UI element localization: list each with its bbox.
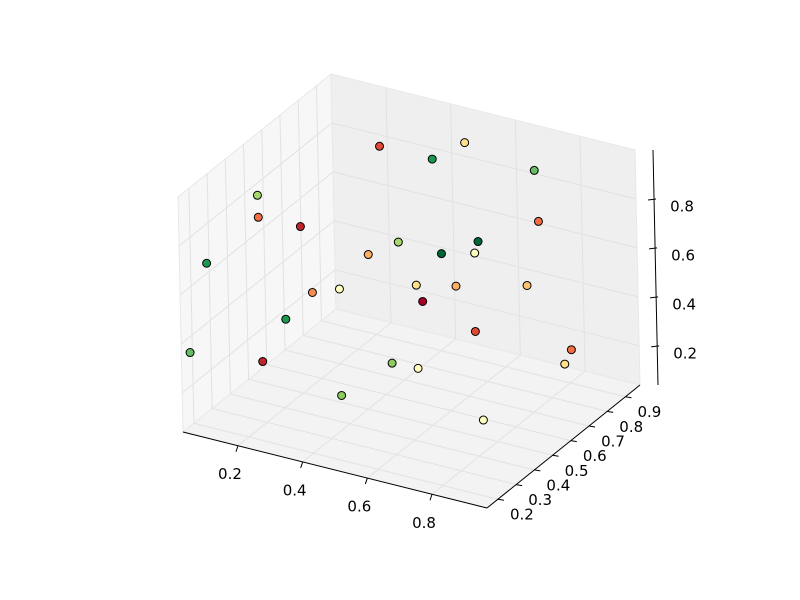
y-tick [625,396,632,399]
y-tick [570,440,577,443]
point [375,141,385,151]
point [427,154,437,164]
z-tick-label: 0.8 [670,197,694,215]
point [411,280,421,290]
z-tick [649,247,658,250]
y-tick [588,425,596,428]
x-tick [429,494,433,501]
point [478,415,488,425]
grid-line [248,378,553,456]
x-axis-line [182,431,488,509]
point [387,358,397,368]
x-tick [235,445,239,452]
point [522,280,532,290]
grid-line [212,408,517,486]
point [470,248,480,258]
point [533,216,543,226]
point [252,190,262,200]
x-tick [364,477,368,485]
grid-line [266,364,571,442]
y-tick-label: 0.2 [510,506,534,524]
x-tick-label: 0.6 [347,498,371,516]
point [363,250,373,260]
grid-line [193,422,499,500]
y-tick [534,469,541,472]
z-tick-label: 0.6 [671,246,695,264]
grid-line [179,171,334,296]
z-tick-label: 0.2 [673,344,697,362]
point [413,363,423,373]
point [451,281,461,291]
grid-line [237,322,392,447]
y-tick [497,498,505,501]
point [334,284,344,294]
point [418,296,428,306]
grid-line [230,393,535,471]
grid-line [367,354,521,479]
grid-line [180,220,335,345]
y-tick-label: 0.9 [637,403,661,421]
y-tick [607,410,614,413]
point [281,314,291,324]
z-tick-label: 0.4 [672,295,696,313]
point [185,348,195,358]
grid-line [321,320,626,398]
x-tick [300,461,304,469]
point [393,237,403,247]
point [473,237,483,247]
point [460,138,470,148]
point [202,258,212,268]
grid-line [302,338,456,463]
y-tick [552,454,559,457]
y-tick-label: 0.7 [601,433,625,451]
grid-line [332,171,638,249]
y-tick [516,484,523,487]
point [529,165,539,175]
point [470,326,480,336]
z-tick [650,296,659,299]
grid-line [335,269,640,347]
z-tick [651,345,660,348]
point [337,390,347,400]
y-tick-label: 0.8 [619,418,643,436]
y-tick-label: 0.6 [583,447,607,465]
x-tick-label: 0.8 [412,514,436,532]
x-tick-label: 0.2 [218,465,242,483]
y-tick-label: 0.5 [565,462,589,480]
y-tick-label: 0.4 [546,476,570,494]
point [560,359,570,369]
z-tick [647,198,657,201]
point [436,249,446,259]
point [566,345,576,355]
x-tick-label: 0.4 [283,481,307,499]
point [307,287,317,297]
grid-line [284,349,590,427]
grid-line [334,220,639,298]
point [295,222,305,232]
point [258,357,268,367]
y-tick-label: 0.3 [528,491,552,509]
grid-line [331,122,637,200]
y-axis-line [486,384,641,509]
grid-line [303,334,608,412]
point [253,212,263,222]
grid-line [178,122,333,247]
z-axis-line [652,149,659,386]
grid-line [431,370,586,495]
